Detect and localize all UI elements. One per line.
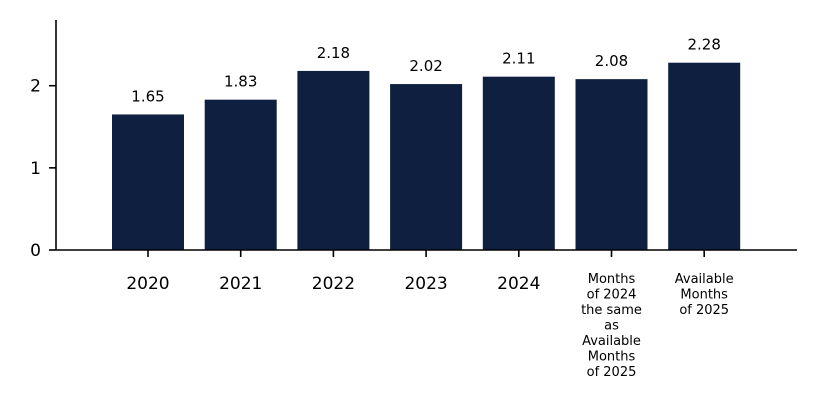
value-label-2: 2.18	[317, 44, 350, 62]
y-tick-label-1: 1	[30, 159, 41, 179]
y-tick-label-0: 0	[30, 241, 41, 261]
x-tick-label-4: 2024	[497, 274, 540, 294]
bars-group	[112, 62, 741, 251]
bar-3	[390, 84, 463, 250]
value-label-3: 2.02	[409, 57, 442, 75]
x-tick-label-6: Available Months of 2025	[675, 272, 734, 318]
value-label-0: 1.65	[131, 87, 164, 105]
value-label-5: 2.08	[595, 52, 628, 70]
x-tick-label-5: Months of 2024 the same as Available Months of…	[581, 272, 642, 380]
bar-6	[668, 62, 741, 250]
value-label-4: 2.11	[502, 50, 535, 68]
bar-5	[575, 79, 648, 251]
x-tick-label-2: 2022	[312, 274, 355, 294]
x-tick-label-0: 2020	[126, 274, 169, 294]
value-label-1: 1.83	[224, 73, 257, 91]
bar-0	[112, 114, 184, 250]
bar-4	[482, 76, 555, 250]
y-axis-ticks: 0 1 2	[30, 77, 56, 261]
y-tick-label-2: 2	[30, 77, 41, 97]
x-tick-label-3: 2023	[404, 274, 447, 294]
x-tick-label-1: 2021	[219, 274, 262, 294]
bar-2	[297, 70, 370, 250]
x-axis-ticks: 2020 2021 2022 2023 2024 Months of 2024 the sam…	[126, 250, 734, 380]
bar-1	[204, 99, 277, 250]
value-label-6: 2.28	[687, 36, 720, 54]
value-labels-group: 1.65 1.83 2.18 2.02 2.11 2.08 2.28	[131, 36, 721, 106]
